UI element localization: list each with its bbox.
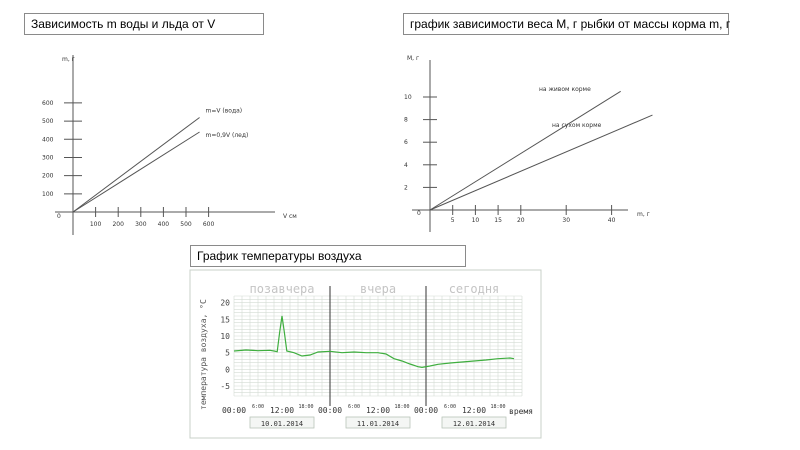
- chart3-date-label: 11.01.2014: [357, 420, 399, 428]
- chart2-x-tick-label: 20: [517, 217, 525, 224]
- chart3-date-box: [441, 416, 507, 429]
- chart2-series-line: [429, 90, 621, 211]
- chart1-x-tick-label: 600: [203, 221, 215, 228]
- chart1-series-label: m=0,9V (лед): [206, 132, 249, 139]
- chart3-y-tick-label: 10: [220, 332, 230, 341]
- chart1-y-tick-label: 400: [42, 136, 54, 143]
- chart3-date-label: 10.01.2014: [261, 420, 303, 428]
- chart3-y-label: температура воздуха, °С: [199, 299, 208, 410]
- chart3-x-tick-label: 12:00: [270, 406, 294, 415]
- chart3-y-tick-label: -5: [220, 382, 230, 391]
- chart2-x-tick-label: 5: [451, 217, 455, 224]
- chart1-x-label: V см: [283, 213, 297, 220]
- chart3-date-label: 12.01.2014: [453, 420, 495, 428]
- chart1-y-tick-label: 600: [42, 100, 54, 107]
- chart1-series-line: [72, 117, 200, 213]
- chart3-frame: [189, 269, 542, 439]
- chart2-y-tick-label: 2: [404, 184, 408, 191]
- chart3-date-box: [249, 416, 315, 429]
- chart3-x-tick-label: 00:00: [222, 406, 246, 415]
- chart2-series-label: на живом корме: [539, 86, 591, 93]
- chart2-x-tick-label: 10: [472, 217, 480, 224]
- chart2-y-tick-label: 10: [404, 94, 412, 101]
- chart2-x-tick-label: 30: [562, 217, 570, 224]
- chart2-y-label: M, г: [407, 55, 419, 62]
- chart3-x-tick-label: 12:00: [462, 406, 486, 415]
- chart3-y-tick-label: 20: [220, 299, 230, 308]
- chart2-origin-label: 0: [417, 210, 421, 217]
- chart2-title: график зависимости веса М, г рыбки от ма…: [403, 13, 730, 35]
- chart3-day-label: вчера: [360, 282, 396, 296]
- chart1-origin-label: 0: [57, 213, 61, 220]
- chart1-title: Зависимость m воды и льда от V: [24, 13, 264, 35]
- chart3-x-label: время: [509, 407, 533, 416]
- chart3-x-tick-label: 6:00: [348, 404, 360, 410]
- chart3: позавчера вчера сегодня 20 15 10 5 0 -5 температу…: [189, 269, 542, 439]
- chart1-x-tick-label: 500: [180, 221, 192, 228]
- chart3-x-tick-label: 6:00: [252, 404, 264, 410]
- chart1-x-tick-label: 100: [90, 221, 102, 228]
- chart3-x-tick-label: 12:00: [366, 406, 390, 415]
- chart3-y-tick-label: 5: [225, 349, 230, 358]
- chart3-y-tick-label: 0: [225, 365, 230, 374]
- chart2-y-tick-label: 6: [404, 139, 408, 146]
- chart1-y-tick-label: 500: [42, 118, 54, 125]
- chart2: M, г m, г 0 2 4 6 8 10 5 10 15 20 30 40 на живом корме…: [404, 55, 653, 232]
- chart1: m, г V см 0 100 200 300 400 500 600 100 200 300 400 5…: [42, 55, 297, 235]
- chart3-date-box: [345, 416, 411, 429]
- chart2-series-line: [429, 114, 653, 211]
- chart1-x-tick-label: 300: [135, 221, 147, 228]
- chart3-x-tick-label: 18:00: [394, 404, 409, 410]
- chart2-y-tick-label: 8: [404, 117, 408, 124]
- chart1-series-label: m=V (вода): [206, 107, 243, 114]
- chart3-x-tick-label: 00:00: [414, 406, 438, 415]
- chart3-day-label: сегодня: [449, 282, 500, 296]
- chart1-y-tick-label: 200: [42, 173, 54, 180]
- chart1-x-tick-label: 400: [158, 221, 170, 228]
- chart2-y-tick-label: 4: [404, 162, 408, 169]
- chart2-x-tick-label: 15: [494, 217, 502, 224]
- chart3-x-tick-label: 18:00: [298, 404, 313, 410]
- chart1-y-label: m, г: [62, 56, 75, 63]
- chart1-series-line: [72, 131, 200, 213]
- chart3-x-tick-label: 6:00: [444, 404, 456, 410]
- chart1-y-tick-label: 100: [42, 191, 54, 198]
- chart3-y-tick-label: 15: [220, 315, 230, 324]
- chart2-series-label: на сухом корме: [552, 122, 602, 129]
- chart1-x-tick-label: 200: [112, 221, 124, 228]
- chart3-x-tick-label: 18:00: [490, 404, 505, 410]
- chart1-y-tick-label: 300: [42, 154, 54, 161]
- chart2-x-label: m, г: [637, 211, 650, 218]
- chart2-x-tick-label: 40: [608, 217, 616, 224]
- chart3-x-tick-label: 00:00: [318, 406, 342, 415]
- chart3-day-label: позавчера: [249, 282, 314, 296]
- chart3-title: График температуры воздуха: [190, 245, 466, 267]
- chart3-series-line: [233, 315, 515, 368]
